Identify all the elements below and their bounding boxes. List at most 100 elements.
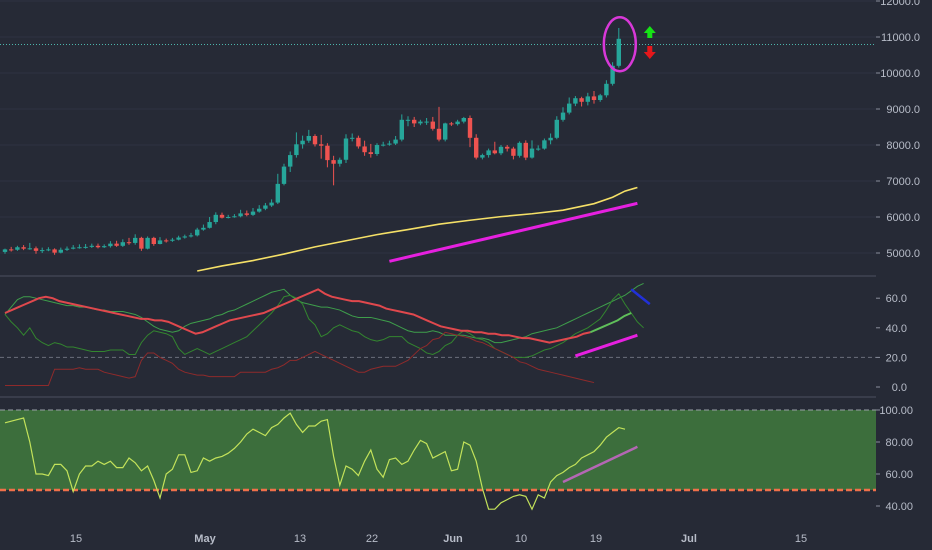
candle-body — [226, 217, 231, 218]
candle — [201, 224, 206, 231]
candle — [176, 235, 181, 241]
candle-body — [585, 96, 590, 102]
candle — [46, 247, 51, 252]
rsi-tick-label: 80.00 — [885, 437, 913, 449]
candle-body — [275, 183, 280, 203]
candle-body — [548, 137, 553, 141]
candle-body — [300, 140, 305, 145]
candle-body — [95, 245, 101, 248]
candle — [207, 217, 212, 229]
candle — [33, 246, 39, 254]
indicator-panel[interactable] — [0, 282, 876, 387]
candle — [52, 248, 57, 255]
candle — [102, 244, 107, 248]
candle-body — [40, 250, 45, 252]
candle-body — [15, 247, 20, 250]
rsi-panel[interactable] — [0, 409, 876, 511]
highlight-ellipse[interactable] — [602, 15, 638, 73]
price-panel[interactable] — [0, 0, 876, 272]
candle — [83, 244, 88, 249]
candle-body — [461, 118, 466, 122]
candle — [58, 247, 63, 254]
candle-body — [498, 146, 504, 154]
x-tick-label: May — [194, 533, 216, 545]
x-tick-label: 10 — [515, 533, 527, 545]
indicator-trend-line[interactable] — [574, 333, 638, 358]
candle — [381, 141, 386, 147]
candle — [126, 237, 132, 245]
candle-body — [486, 150, 491, 156]
candle-body — [170, 239, 175, 241]
candle-body — [58, 249, 63, 253]
candle-body — [449, 123, 454, 125]
candle-body — [424, 121, 429, 123]
indicator-tick-label: 40.0 — [886, 323, 907, 335]
candle — [523, 140, 528, 161]
candle — [461, 116, 466, 124]
candle-body — [325, 145, 330, 161]
x-tick-label: 19 — [590, 533, 602, 545]
candle-body — [405, 119, 411, 121]
candle — [188, 232, 194, 238]
candle — [542, 138, 547, 150]
candle-body — [356, 137, 361, 147]
candle-body — [114, 243, 119, 246]
candle-body — [294, 144, 299, 156]
candle — [492, 141, 497, 155]
candle — [536, 145, 541, 151]
candle — [120, 239, 125, 247]
price-trend-line[interactable] — [389, 201, 638, 263]
candle — [288, 151, 293, 172]
candle — [294, 132, 299, 158]
candle-body — [281, 166, 287, 184]
candle — [269, 199, 274, 207]
candle — [139, 236, 144, 251]
price-tick-label: 11000.0 — [881, 32, 920, 44]
moving-average-line — [197, 186, 638, 272]
candle — [474, 134, 479, 160]
candle — [95, 243, 101, 249]
indicator-main-line — [589, 312, 632, 334]
candle-body — [591, 96, 597, 100]
candle-body — [182, 236, 187, 238]
x-tick-label: Jul — [681, 533, 697, 545]
candle — [312, 134, 318, 147]
candle — [424, 118, 429, 125]
candle-body — [393, 139, 398, 144]
candle — [598, 93, 603, 102]
candle — [362, 140, 367, 156]
candle — [164, 238, 169, 243]
candle-body — [133, 237, 138, 243]
indicator-series-line — [4, 292, 644, 358]
candle-body — [250, 211, 256, 215]
candle — [610, 62, 615, 86]
candle-body — [319, 144, 324, 146]
candle — [244, 210, 249, 217]
candle-body — [89, 245, 94, 247]
candle — [343, 134, 349, 163]
candle — [71, 245, 76, 250]
candle-body — [598, 95, 603, 100]
candle-body — [52, 249, 57, 253]
candle — [387, 140, 392, 146]
candle — [250, 208, 256, 216]
candle — [145, 236, 150, 250]
candle — [591, 91, 597, 104]
candle — [182, 234, 187, 239]
candle-body — [201, 227, 206, 230]
candle-body — [517, 142, 522, 156]
candle-body — [554, 119, 559, 138]
candle-body — [126, 242, 132, 244]
candle — [567, 97, 572, 115]
indicator-blue-line[interactable] — [630, 288, 651, 306]
candle — [573, 96, 578, 107]
candle — [449, 121, 454, 126]
price-tick-label: 6000.0 — [886, 212, 920, 224]
price-tick-label: 5000.0 — [886, 248, 920, 260]
candle-body — [474, 137, 479, 158]
candle — [399, 114, 404, 142]
candle — [560, 107, 566, 122]
candle — [517, 141, 522, 158]
candle-body — [492, 150, 497, 154]
rsi-trend-line[interactable] — [562, 445, 638, 484]
